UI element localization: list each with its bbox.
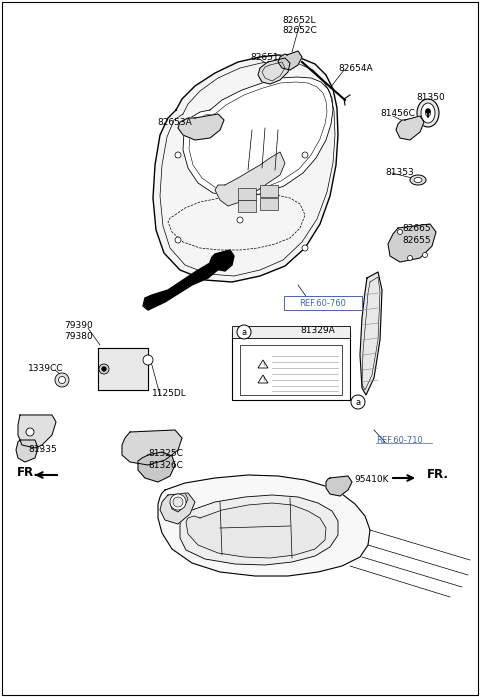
Ellipse shape xyxy=(410,175,426,185)
Polygon shape xyxy=(98,348,148,390)
Text: FR.: FR. xyxy=(17,466,39,479)
Polygon shape xyxy=(158,475,370,576)
Text: 79390: 79390 xyxy=(64,321,93,330)
Bar xyxy=(238,188,256,200)
Polygon shape xyxy=(178,114,224,140)
Bar xyxy=(260,185,278,197)
Ellipse shape xyxy=(421,103,435,123)
Text: 82665: 82665 xyxy=(402,224,431,233)
Ellipse shape xyxy=(425,109,431,116)
Polygon shape xyxy=(180,495,338,565)
Text: 81353: 81353 xyxy=(385,167,414,176)
Polygon shape xyxy=(153,55,338,282)
Circle shape xyxy=(99,364,109,374)
Circle shape xyxy=(143,355,153,365)
Bar xyxy=(260,198,278,210)
Circle shape xyxy=(397,229,403,234)
Text: REF.60-760: REF.60-760 xyxy=(300,298,347,307)
Text: 81326C: 81326C xyxy=(148,461,183,470)
Polygon shape xyxy=(278,51,302,70)
Circle shape xyxy=(408,256,412,261)
Circle shape xyxy=(170,494,186,510)
Circle shape xyxy=(237,325,251,339)
Polygon shape xyxy=(396,116,424,140)
Text: 82652L: 82652L xyxy=(282,15,315,24)
Text: 1125DL: 1125DL xyxy=(152,388,187,397)
Circle shape xyxy=(175,152,181,158)
Circle shape xyxy=(102,367,106,371)
Circle shape xyxy=(426,109,430,113)
Polygon shape xyxy=(186,503,326,558)
Bar xyxy=(240,345,342,395)
Text: !: ! xyxy=(262,376,264,381)
Polygon shape xyxy=(360,272,382,395)
Circle shape xyxy=(59,376,65,383)
Text: 82652C: 82652C xyxy=(282,26,317,34)
Bar xyxy=(238,200,256,212)
Ellipse shape xyxy=(414,178,422,183)
Polygon shape xyxy=(326,476,352,496)
Text: 82653A: 82653A xyxy=(157,118,192,126)
Circle shape xyxy=(422,252,428,257)
Text: 81325C: 81325C xyxy=(148,450,183,459)
Bar xyxy=(232,332,350,400)
Polygon shape xyxy=(143,256,226,310)
Ellipse shape xyxy=(417,99,439,127)
Circle shape xyxy=(237,217,243,223)
Text: 82651: 82651 xyxy=(250,52,278,61)
FancyBboxPatch shape xyxy=(284,296,362,310)
Text: 95410K: 95410K xyxy=(354,475,388,484)
Polygon shape xyxy=(122,430,182,465)
Circle shape xyxy=(302,245,308,251)
Circle shape xyxy=(175,237,181,243)
Polygon shape xyxy=(16,440,38,462)
Text: FR.: FR. xyxy=(427,468,449,482)
Text: 81335: 81335 xyxy=(28,445,57,454)
Text: a: a xyxy=(355,397,360,406)
Polygon shape xyxy=(18,415,56,448)
Text: 79380: 79380 xyxy=(64,332,93,341)
Text: 82654A: 82654A xyxy=(338,63,372,72)
Polygon shape xyxy=(160,493,195,524)
Polygon shape xyxy=(210,250,234,271)
Polygon shape xyxy=(258,58,290,84)
Polygon shape xyxy=(138,452,175,482)
Text: 1339CC: 1339CC xyxy=(28,364,63,372)
Text: !: ! xyxy=(262,362,264,367)
Circle shape xyxy=(173,497,183,507)
Circle shape xyxy=(55,373,69,387)
Circle shape xyxy=(302,152,308,158)
Text: REF.60-710: REF.60-710 xyxy=(376,436,423,445)
Text: 81456C: 81456C xyxy=(380,109,415,118)
Polygon shape xyxy=(183,77,333,197)
Bar xyxy=(232,326,350,338)
Text: a: a xyxy=(241,328,247,337)
Circle shape xyxy=(26,428,34,436)
Polygon shape xyxy=(388,224,436,262)
Circle shape xyxy=(351,395,365,409)
Text: 82655: 82655 xyxy=(402,236,431,245)
Text: 81329A: 81329A xyxy=(300,325,335,335)
Text: 81350: 81350 xyxy=(416,93,445,102)
Polygon shape xyxy=(170,493,188,512)
Polygon shape xyxy=(215,152,285,206)
